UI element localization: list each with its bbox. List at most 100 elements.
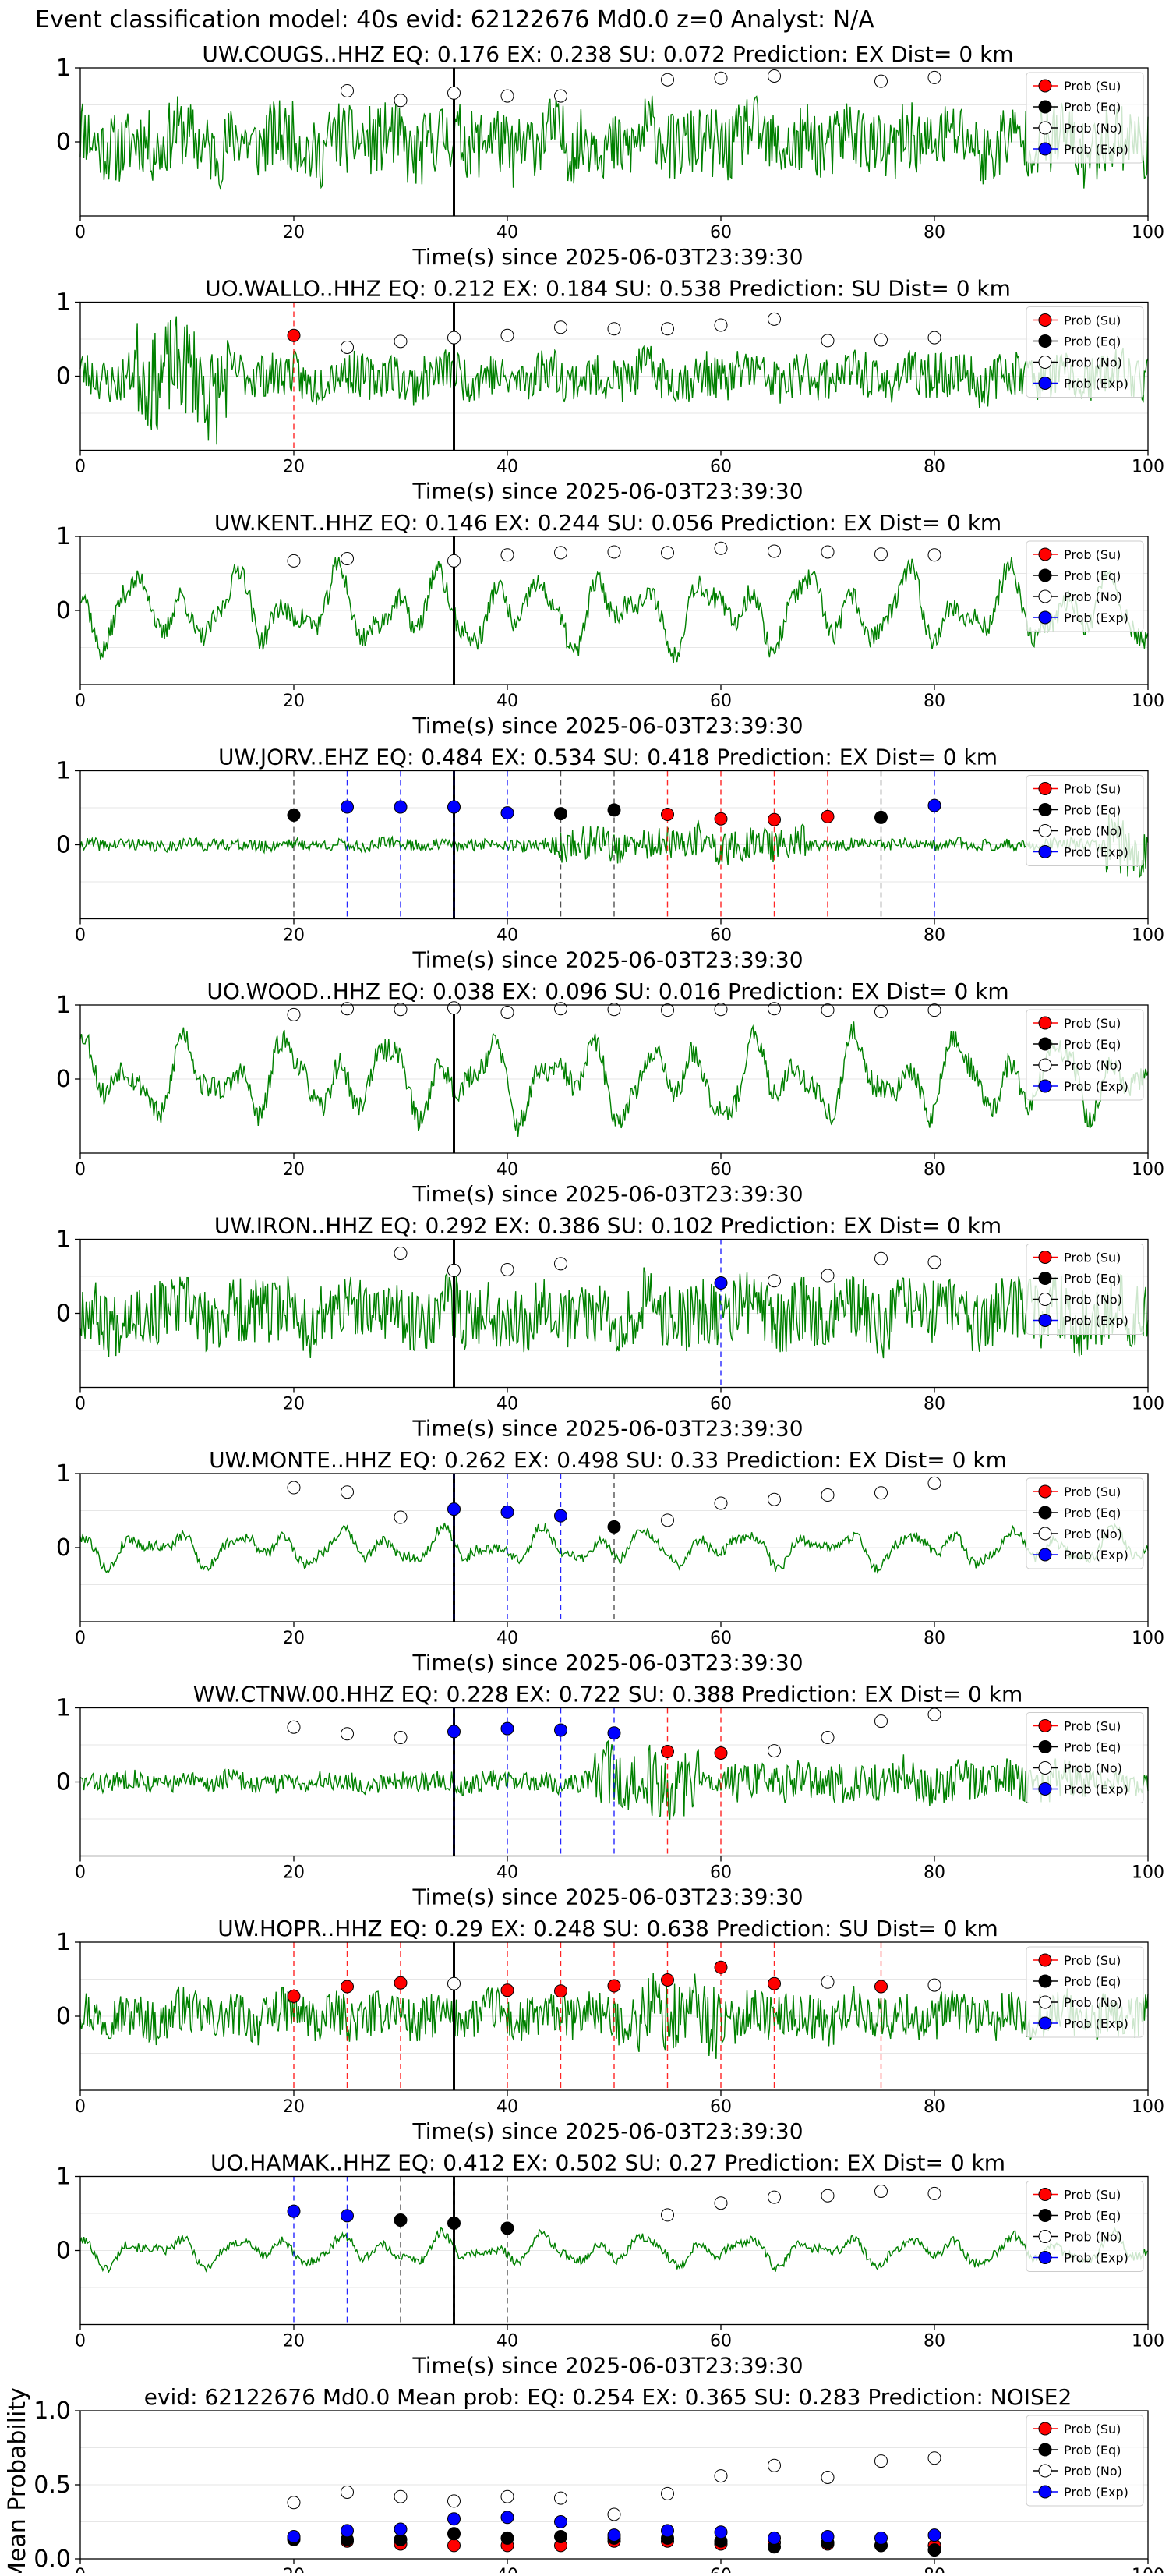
legend-label-su: Prob (Su) [1064,1953,1121,1968]
legend-label-su: Prob (Su) [1064,2422,1121,2436]
prob-marker-eq [447,2216,461,2230]
prob-marker-no [554,1002,567,1016]
legend-label-eq: Prob (Eq) [1064,334,1121,349]
legend-marker-exp [1038,2016,1052,2030]
legend-label-no: Prob (No) [1064,2464,1122,2479]
mean-marker-exp [607,2528,621,2542]
x-tick-label: 20 [283,458,305,477]
x-tick-label: 40 [496,2566,518,2573]
x-axis-label: Time(s) since 2025-06-03T23:39:30 [411,713,803,738]
prob-marker-no [500,548,514,562]
y-tick-label: 0 [56,1534,71,1562]
prob-marker-no [874,547,888,561]
mean-marker-eq [554,2530,567,2543]
prob-marker-no [447,554,461,568]
mean-marker-no [394,2489,408,2503]
x-tick-label: 0 [75,1160,86,1180]
prob-marker-eq [394,2213,408,2227]
legend-frame [1026,72,1144,164]
prob-marker-no [554,89,567,103]
mean-marker-exp [714,2525,728,2539]
legend-frame [1026,1946,1144,2038]
prob-marker-exp [607,1726,621,1740]
legend-marker-no [1038,2230,1052,2243]
prob-marker-su [874,1980,888,1994]
legend-label-exp: Prob (Exp) [1064,142,1128,157]
prob-marker-no [554,546,567,560]
mean-marker-eq [447,2527,461,2541]
panel-1: UW.COUGS..HHZ EQ: 0.176 EX: 0.238 SU: 0.… [56,41,1164,270]
mean-marker-exp [341,2524,354,2538]
legend-label-no: Prob (No) [1064,2230,1122,2245]
legend-marker-su [1038,2188,1052,2201]
legend-label-no: Prob (No) [1064,1058,1122,1073]
legend-marker-exp [1038,1079,1052,1093]
x-tick-label: 80 [924,2097,945,2117]
mean-marker-exp [554,2515,567,2528]
mean-marker-no [500,2489,514,2503]
waveform-trace [79,316,1149,445]
x-tick-label: 0 [75,1863,86,1883]
prob-marker-eq [607,1520,621,1534]
x-tick-label: 80 [924,926,945,946]
x-tick-label: 80 [924,458,945,477]
prob-marker-no [821,1003,835,1017]
prob-marker-exp [927,798,941,812]
x-tick-label: 80 [924,1629,945,1648]
prob-marker-no [768,2190,781,2204]
legend-marker-eq [1038,1506,1052,1520]
prob-marker-no [500,1262,514,1276]
legend-marker-no [1038,824,1052,837]
legend-label-exp: Prob (Exp) [1064,2016,1128,2031]
x-tick-label: 80 [924,1160,945,1180]
prob-marker-eq [287,809,301,822]
prob-marker-no [768,69,781,83]
prob-marker-no [287,1007,301,1021]
prob-marker-exp [554,1509,567,1523]
figure-suptitle: Event classification model: 40s evid: 62… [35,6,874,34]
legend-marker-su [1038,79,1052,93]
prob-marker-no [927,1003,941,1017]
panel-title: evid: 62122676 Md0.0 Mean prob: EQ: 0.25… [144,2384,1072,2410]
legend-marker-eq [1038,1974,1052,1988]
y-tick-label: 0 [56,2003,71,2030]
legend: Prob (Su) Prob (Eq) Prob (No) Prob (Exp) [1026,2415,1144,2507]
legend-marker-no [1038,1058,1052,1072]
legend-label-eq: Prob (Eq) [1064,2443,1121,2457]
x-tick-label: 20 [283,2566,305,2573]
legend-label-su: Prob (Su) [1064,1016,1121,1031]
prob-marker-no [287,554,301,568]
prob-marker-no [394,94,408,108]
legend-marker-su [1038,2422,1052,2436]
x-tick-label: 40 [496,1629,518,1648]
x-tick-label: 60 [710,1863,732,1883]
mean-marker-no [554,2491,567,2505]
legend: Prob (Su) Prob (Eq) Prob (No) Prob (Exp) [1026,1946,1144,2038]
waveform-trace [79,95,1149,190]
prob-marker-no [447,1976,461,1990]
prob-marker-no [714,71,728,85]
prob-marker-no [927,1978,941,1992]
mean-marker-no [821,2471,835,2484]
x-tick-label: 0 [75,458,86,477]
legend-label-exp: Prob (Exp) [1064,845,1128,860]
mean-marker-eq [500,2531,514,2545]
y-tick-label: 1 [56,1695,71,1722]
x-tick-label: 100 [1132,2566,1164,2573]
legend-marker-no [1038,1527,1052,1541]
y-tick-label: 0 [56,2238,71,2265]
legend-marker-su [1038,1484,1052,1499]
legend-marker-su [1038,1953,1052,1967]
mean-marker-no [768,2458,781,2472]
legend-marker-su [1038,313,1052,327]
prob-marker-su [821,809,835,823]
prob-marker-no [394,1510,408,1524]
legend-label-no: Prob (No) [1064,1761,1122,1776]
prob-marker-su [714,1746,728,1760]
prob-marker-exp [714,1276,728,1290]
prob-marker-no [768,544,781,558]
y-tick-label: 0 [56,832,71,859]
legend: Prob (Su) Prob (Eq) Prob (No) Prob (Exp) [1026,72,1144,164]
x-tick-label: 60 [710,458,732,477]
prob-marker-no [874,1714,888,1729]
